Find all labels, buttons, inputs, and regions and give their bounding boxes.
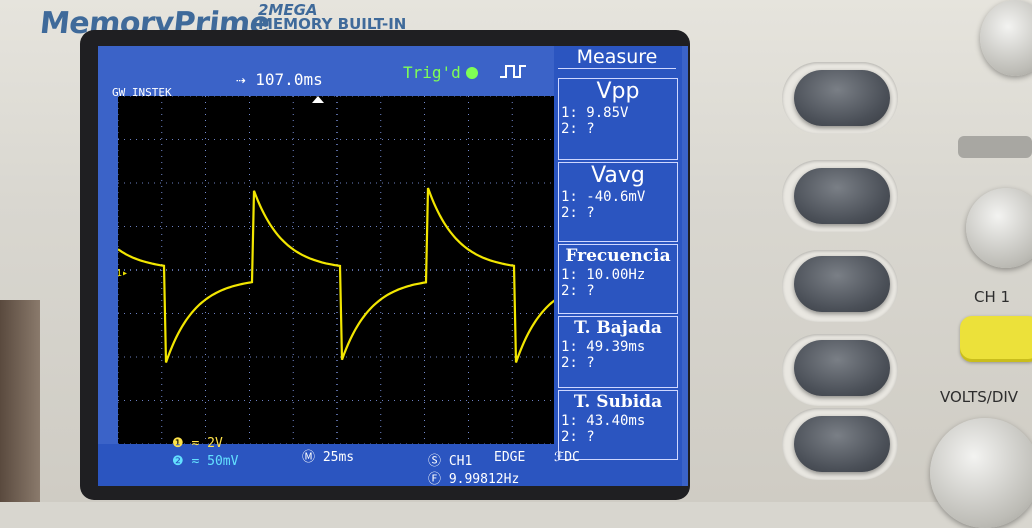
softkey-2[interactable] [794, 168, 890, 224]
measure-box-frequency: Frecuencia 1: 10.00Hz 2: ? [558, 244, 678, 314]
measure-box-rise-time: T. Subida 1: 43.40ms 2: ? [558, 390, 678, 460]
measure-ch1: 1: 10.00Hz [561, 267, 646, 283]
coupling: ℱDC [554, 450, 580, 465]
brand-line2: MEMORY BUILT-IN [258, 15, 407, 33]
measure-name: Vavg [591, 163, 645, 188]
softkey-1[interactable] [794, 70, 890, 126]
brand-sub: 2MEGA MEMORY BUILT-IN [258, 1, 407, 33]
trigger-dot-icon [466, 67, 478, 79]
measure-panel [554, 46, 682, 486]
trigger-source-value: CH1 [448, 454, 473, 469]
trigger-source: Ⓢ CH1 [428, 454, 473, 469]
measure-name: Frecuencia [565, 246, 671, 266]
measure-ch2: 2: ? [561, 429, 595, 445]
measure-ch2: 2: ? [561, 121, 595, 137]
ch1-scale-value: 2V [207, 436, 223, 451]
panel-divider [958, 136, 1032, 158]
coupling-value: DC [564, 450, 580, 465]
measure-name: Vpp [596, 79, 640, 104]
measure-ch2: 2: ? [561, 283, 595, 299]
maker-label: GW INSTEK [112, 86, 172, 99]
measure-name: T. Bajada [574, 318, 662, 338]
trigger-position-marker [312, 96, 324, 103]
measure-title: Measure [558, 46, 676, 69]
measure-name: T. Subida [573, 392, 663, 412]
measure-box-vpp: Vpp 1: 9.85V 2: ? [558, 78, 678, 160]
ch2-scale-value: 50mV [207, 454, 239, 469]
softkey-4[interactable] [794, 340, 890, 396]
measure-ch2: 2: ? [561, 205, 595, 221]
bottom-status-bar: ❶ ≂ 2V ❷ ≂ 50mV Ⓜ 25ms Ⓢ CH1 EDGE ℱDC Ⓕ … [98, 436, 580, 487]
timebase-position: ⇢ 107.0ms [236, 70, 323, 89]
measure-ch2: 2: ? [561, 355, 595, 371]
measure-box-vavg: Vavg 1: -40.6mV 2: ? [558, 162, 678, 242]
ch1-button[interactable] [960, 316, 1032, 362]
measure-ch1: 1: 49.39ms [561, 339, 646, 355]
trigger-frequency: Ⓕ 9.99812Hz [428, 472, 520, 487]
ch2-scale: ❷ ≂ 50mV [172, 454, 239, 469]
timebase: Ⓜ 25ms [302, 450, 355, 465]
measure-box-fall-time: T. Bajada 1: 49.39ms 2: ? [558, 316, 678, 388]
ch1-label: CH 1 [974, 288, 1011, 306]
waveform-display: 1▸ [118, 96, 556, 444]
ch1-scale: ❶ ≂ 2V [172, 436, 223, 451]
arrows-icon: ⇢ [236, 70, 246, 89]
softkey-3[interactable] [794, 256, 890, 312]
measure-ch1: 1: 43.40ms [561, 413, 646, 429]
background-edge [0, 300, 40, 502]
variable-knob[interactable] [980, 0, 1032, 76]
timebase-value: 25ms [322, 450, 355, 465]
pulse-icon [500, 65, 526, 78]
ch1-trace [118, 187, 556, 363]
trigger-status: Trig'd [403, 63, 461, 82]
trigger-frequency-value: 9.99812Hz [448, 472, 520, 487]
graticule [118, 96, 556, 444]
measure-ch1: 1: 9.85V [561, 105, 629, 121]
trigger-type: EDGE [494, 450, 526, 465]
softkey-5[interactable] [794, 416, 890, 472]
ch1-marker: 1▸ [118, 268, 128, 279]
brand-line1: 2MEGA [258, 1, 318, 19]
position-knob[interactable] [966, 188, 1032, 268]
timebase-position-value: 107.0ms [255, 70, 323, 89]
volts-div-label: VOLTS/DIV [940, 388, 1019, 406]
measure-ch1: 1: -40.6mV [561, 189, 646, 205]
volts-div-knob[interactable] [930, 418, 1032, 528]
